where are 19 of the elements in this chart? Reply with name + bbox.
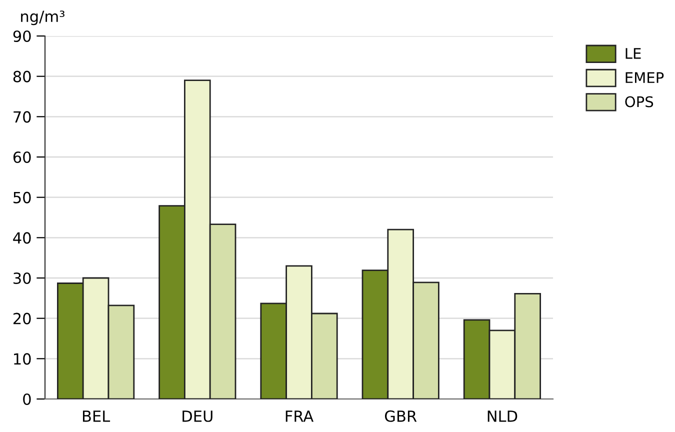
y-tick-label: 0 (23, 393, 31, 406)
x-tick-label: FRA (286, 410, 314, 422)
y-tick-label: 80 (13, 70, 31, 82)
legend-label: OPS (625, 96, 654, 108)
y-tick-label: 60 (13, 151, 31, 164)
x-tick-label: GBR (384, 410, 417, 422)
y-tick-label: 10 (14, 353, 31, 365)
legend-label: LE (626, 48, 641, 59)
y-tick-label: 70 (14, 111, 31, 123)
y-axis-title: ng/m³ (21, 10, 64, 26)
x-tick-label: DEU (182, 410, 212, 422)
y-tick-label: 40 (13, 232, 31, 244)
legend-label: EMEP (626, 72, 664, 83)
y-tick-label: 20 (13, 312, 31, 324)
y-tick-label: 50 (14, 192, 31, 204)
y-tick-label: 90 (13, 30, 31, 42)
x-tick-label: NLD (488, 410, 518, 422)
y-tick-label: 30 (14, 272, 31, 284)
x-tick-label: BEL (82, 410, 110, 422)
